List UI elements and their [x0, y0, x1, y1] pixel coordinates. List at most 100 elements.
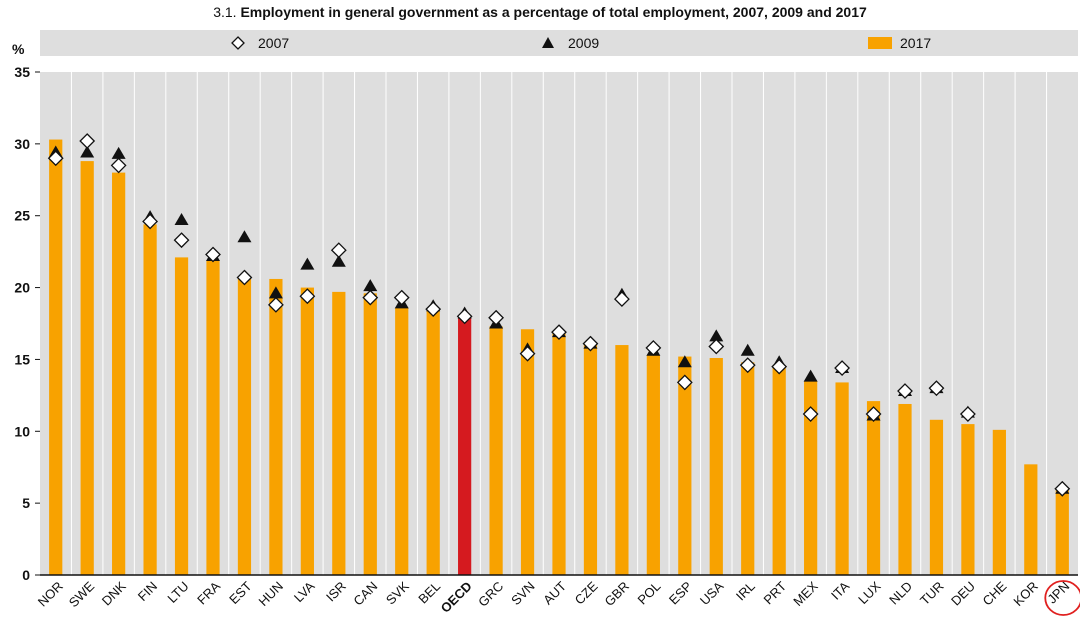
highlight-circle	[1044, 580, 1080, 616]
legend-label-2007: 2007	[258, 35, 289, 51]
y-tick-label: 0	[22, 567, 30, 583]
marker-2007-MEX	[802, 406, 819, 422]
x-tick-label-HUN: HUN	[256, 579, 287, 610]
figure-number: 3.1.	[213, 4, 237, 20]
marker-2007-DEU	[959, 406, 976, 422]
y-tick-label: 30	[14, 136, 30, 152]
marker-2007-POL	[645, 340, 662, 356]
x-tick-label-EST: EST	[226, 578, 255, 607]
marker-2009-CAN	[363, 279, 378, 292]
marker-2007-CZE	[582, 335, 599, 352]
marker-2007-JPN	[1054, 480, 1071, 497]
marker-2007-OECD	[456, 308, 473, 325]
marker-2007-GRC	[488, 309, 505, 326]
bar-ESP	[678, 356, 692, 575]
legend-band	[40, 30, 1078, 56]
marker-2007-NOR	[47, 150, 64, 167]
marker-2007-NLD	[897, 383, 913, 399]
x-tick-label-CHE: CHE	[979, 578, 1009, 608]
bar-TUR	[929, 419, 944, 575]
bar-NOR	[49, 139, 63, 575]
y-tick-label: 35	[14, 64, 30, 80]
x-tick-label-TUR: TUR	[917, 579, 946, 608]
bar-GRC	[489, 326, 503, 575]
bar-EST	[237, 278, 252, 575]
x-tick-label-ISR: ISR	[323, 579, 349, 605]
marker-2007-ISR	[330, 242, 347, 259]
marker-2007-SVN	[519, 345, 536, 362]
marker-2007-FIN	[142, 213, 159, 230]
marker-2007-IRL	[739, 357, 756, 374]
marker-2007-CAN	[362, 289, 379, 306]
y-tick-label: 15	[14, 351, 30, 367]
x-tick-label-POL: POL	[634, 579, 663, 608]
x-tick-label-SVN: SVN	[508, 579, 538, 609]
x-tick-label-NOR: NOR	[35, 579, 66, 610]
bar-GBR	[615, 345, 629, 575]
x-tick-label-KOR: KOR	[1010, 579, 1041, 610]
x-tick-label-ITA: ITA	[828, 578, 852, 602]
x-tick-label-CZE: CZE	[572, 578, 601, 607]
bar-FRA	[206, 260, 220, 575]
x-tick-label-AUT: AUT	[540, 578, 569, 607]
marker-2007-LVA	[299, 288, 316, 305]
marker-2007-EST	[236, 269, 253, 286]
bar-DNK	[112, 172, 126, 575]
marker-2007-AUT	[551, 324, 567, 341]
marker-2007-LUX	[865, 406, 882, 422]
bar-OECD	[458, 317, 472, 575]
marker-2009-ISR	[331, 254, 346, 267]
x-tick-label-JPN: JPN	[1044, 579, 1072, 607]
marker-2007-SWE	[79, 133, 96, 149]
marker-2009-EST	[237, 230, 252, 243]
y-tick-label: 25	[14, 208, 30, 224]
marker-2009-USA	[709, 329, 724, 342]
marker-2007-ESP	[676, 374, 693, 391]
marker-2007-SVK	[393, 289, 410, 306]
bar-AUT	[552, 333, 566, 575]
marker-2007-HUN	[267, 296, 284, 313]
bar-ITA	[835, 382, 849, 575]
x-tick-label-DEU: DEU	[948, 579, 978, 609]
legend-symbol-diamond	[231, 36, 245, 50]
bar-SVN	[520, 329, 535, 575]
marker-2009-LVA	[300, 257, 315, 270]
x-tick-label-USA: USA	[697, 578, 727, 608]
bar-SWE	[80, 161, 94, 576]
marker-2009-MEX	[803, 369, 818, 382]
x-tick-label-PRT: PRT	[760, 578, 789, 607]
marker-2007-TUR	[928, 380, 945, 397]
x-tick-label-LVA: LVA	[291, 578, 318, 605]
bar-USA	[709, 357, 723, 575]
bar-PRT	[772, 366, 786, 575]
bar-POL	[646, 355, 660, 575]
bar-LUX	[866, 401, 881, 575]
bar-NLD	[898, 403, 912, 575]
bar-CAN	[363, 293, 377, 575]
legend-label-2017: 2017	[900, 35, 931, 51]
bar-MEX	[804, 380, 818, 575]
legend-label-2009: 2009	[568, 35, 599, 51]
marker-2007-LTU	[173, 232, 190, 249]
x-tick-label-LUX: LUX	[855, 578, 884, 607]
x-tick-label-IRL: IRL	[733, 579, 758, 604]
bar-HUN	[269, 278, 283, 575]
bar-BEL	[426, 310, 440, 575]
x-tick-label-FRA: FRA	[194, 578, 223, 607]
x-tick-label-NLD: NLD	[886, 579, 915, 608]
bar-LTU	[174, 257, 189, 575]
legend: 2007 2009 2017	[40, 30, 1078, 56]
marker-2009-ESP	[677, 355, 692, 368]
bar-CZE	[583, 345, 598, 575]
marker-2007-USA	[708, 338, 725, 355]
y-tick-label: 10	[14, 423, 30, 439]
x-tick-label-FIN: FIN	[135, 579, 160, 604]
marker-2009-SWE	[80, 145, 95, 158]
x-tick-label-GRC: GRC	[475, 579, 506, 610]
legend-symbol-bar	[868, 37, 892, 49]
x-tick-label-OECD: OECD	[438, 579, 475, 616]
bar-LVA	[300, 287, 314, 575]
bar-CHE	[992, 429, 1006, 575]
x-tick-label-DNK: DNK	[99, 578, 129, 608]
x-tick-label-SWE: SWE	[66, 578, 98, 610]
